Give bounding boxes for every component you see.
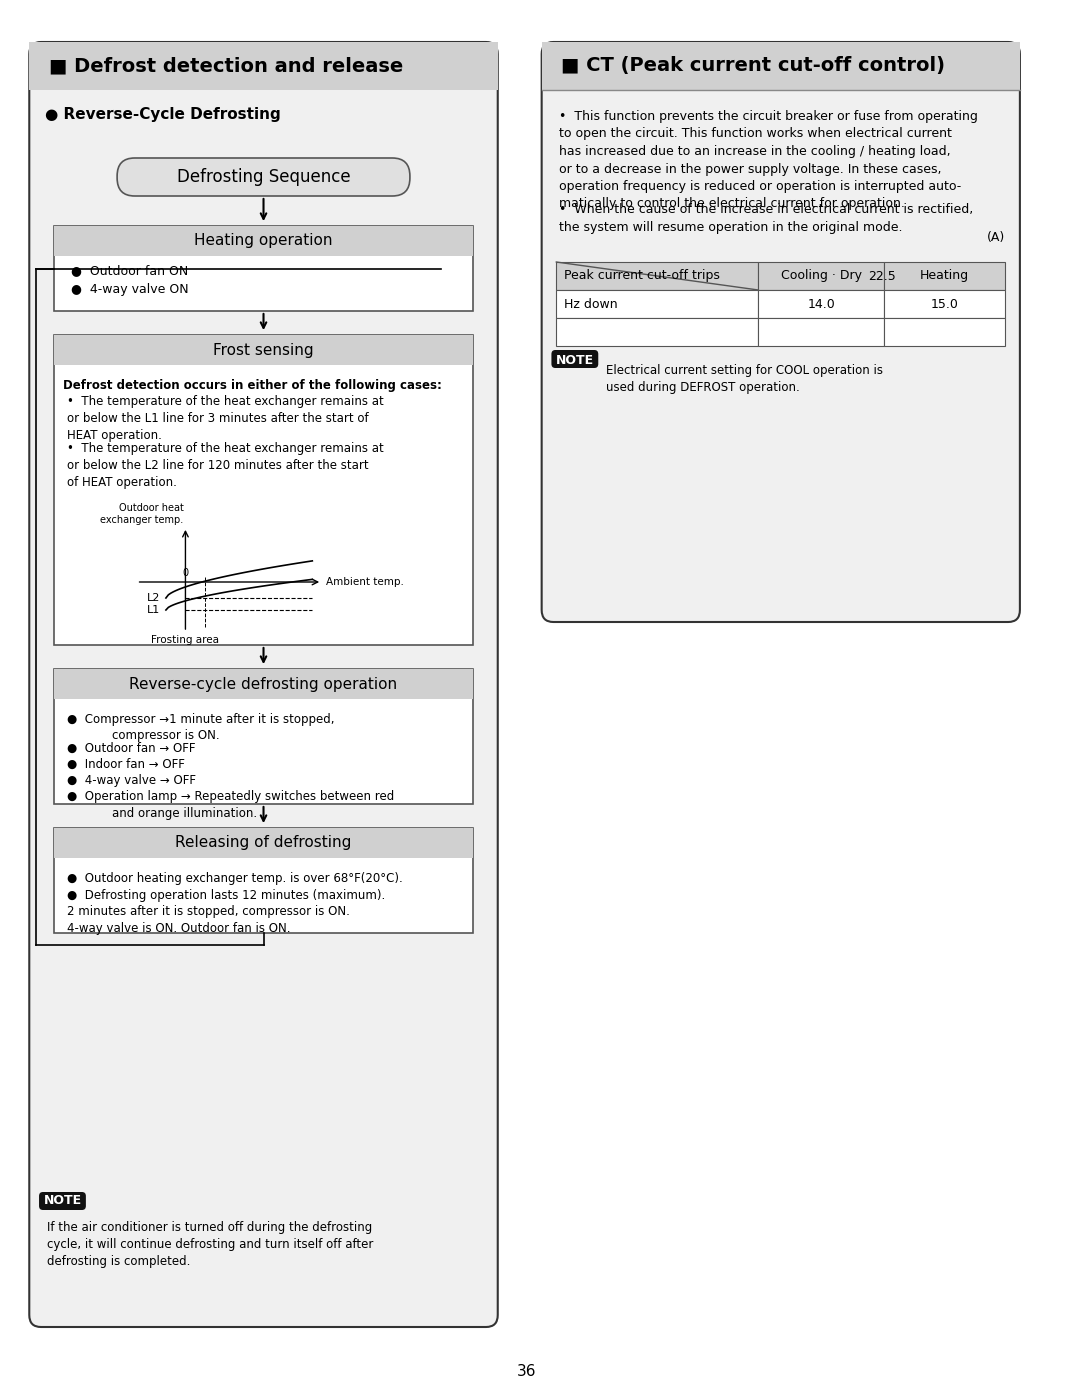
- Text: ●  Operation lamp → Repeatedly switches between red
            and orange illum: ● Operation lamp → Repeatedly switches b…: [67, 789, 394, 820]
- Text: NOTE: NOTE: [556, 353, 594, 366]
- Text: ■ CT (Peak current cut-off control): ■ CT (Peak current cut-off control): [562, 56, 945, 75]
- Text: Frost sensing: Frost sensing: [213, 342, 314, 358]
- Bar: [54, 226, 473, 312]
- Bar: [556, 319, 758, 346]
- Bar: [758, 291, 885, 319]
- Text: Defrosting Sequence: Defrosting Sequence: [177, 168, 350, 186]
- FancyBboxPatch shape: [117, 158, 410, 196]
- Text: ●  Compressor →1 minute after it is stopped,
            compressor is ON.: ● Compressor →1 minute after it is stopp…: [67, 712, 335, 742]
- Text: •  The temperature of the heat exchanger remains at
or below the L1 line for 3 m: • The temperature of the heat exchanger …: [67, 395, 384, 441]
- Text: Defrost detection occurs in either of the following cases:: Defrost detection occurs in either of th…: [64, 379, 443, 393]
- Text: ●  Outdoor fan → OFF: ● Outdoor fan → OFF: [67, 742, 195, 754]
- Bar: [54, 335, 473, 645]
- Text: NOTE: NOTE: [43, 1194, 81, 1207]
- Text: 0: 0: [183, 569, 189, 578]
- Text: Heating operation: Heating operation: [194, 233, 333, 249]
- Bar: [54, 828, 473, 933]
- Text: If the air conditioner is turned off during the defrosting
cycle, it will contin: If the air conditioner is turned off dur…: [46, 1221, 374, 1268]
- Text: ● Reverse-Cycle Defrosting: ● Reverse-Cycle Defrosting: [45, 106, 281, 122]
- FancyBboxPatch shape: [552, 351, 598, 367]
- Bar: [885, 319, 1005, 346]
- Text: 15.0: 15.0: [931, 298, 959, 310]
- Text: Hz down: Hz down: [564, 298, 618, 310]
- Text: ●  Outdoor heating exchanger temp. is over 68°F(20°C).: ● Outdoor heating exchanger temp. is ove…: [67, 872, 403, 886]
- Bar: [556, 263, 758, 291]
- Text: •  The temperature of the heat exchanger remains at
or below the L2 line for 120: • The temperature of the heat exchanger …: [67, 441, 384, 489]
- Text: Electrical current setting for COOL operation is
used during DEFROST operation.: Electrical current setting for COOL oper…: [606, 365, 883, 394]
- Bar: [54, 669, 473, 805]
- Bar: [54, 226, 473, 256]
- Text: Reverse-cycle defrosting operation: Reverse-cycle defrosting operation: [130, 676, 397, 692]
- Text: Frosting area: Frosting area: [151, 636, 219, 645]
- Text: Cooling · Dry: Cooling · Dry: [781, 270, 862, 282]
- Bar: [758, 319, 885, 346]
- Text: 14.0: 14.0: [808, 298, 835, 310]
- Text: ■ Defrost detection and release: ■ Defrost detection and release: [49, 56, 403, 75]
- Bar: [54, 335, 473, 365]
- Text: Outdoor heat
exchanger temp.: Outdoor heat exchanger temp.: [100, 503, 184, 525]
- Text: •  When the cause of the increase in electrical current is rectified,
the system: • When the cause of the increase in elec…: [559, 203, 973, 233]
- Text: •  This function prevents the circuit breaker or fuse from operating
to open the: • This function prevents the circuit bre…: [559, 110, 978, 211]
- Bar: [885, 263, 1005, 291]
- Bar: [54, 669, 473, 698]
- Text: ●  Outdoor fan ON: ● Outdoor fan ON: [71, 264, 189, 278]
- Text: L1: L1: [147, 605, 160, 615]
- Text: ●  4-way valve → OFF: ● 4-way valve → OFF: [67, 774, 197, 787]
- Bar: [885, 291, 1005, 319]
- FancyBboxPatch shape: [29, 42, 498, 1327]
- Bar: [758, 263, 885, 291]
- Text: Ambient temp.: Ambient temp.: [326, 577, 404, 587]
- Bar: [29, 42, 498, 89]
- Text: ●  Defrosting operation lasts 12 minutes (maximum).
2 minutes after it is stoppe: ● Defrosting operation lasts 12 minutes …: [67, 888, 386, 935]
- Bar: [542, 42, 1020, 89]
- Text: (A): (A): [987, 231, 1005, 244]
- Text: Releasing of defrosting: Releasing of defrosting: [175, 835, 352, 851]
- FancyBboxPatch shape: [542, 42, 1020, 622]
- Text: Heating: Heating: [920, 270, 969, 282]
- FancyBboxPatch shape: [39, 1192, 86, 1210]
- Text: ●  4-way valve ON: ● 4-way valve ON: [71, 282, 189, 296]
- Bar: [556, 291, 758, 319]
- Text: ●  Indoor fan → OFF: ● Indoor fan → OFF: [67, 759, 185, 771]
- Text: 36: 36: [517, 1365, 537, 1379]
- Text: 22.5: 22.5: [868, 270, 895, 282]
- Text: Peak current cut-off trips: Peak current cut-off trips: [564, 270, 720, 282]
- Text: L2: L2: [147, 592, 160, 604]
- Bar: [54, 828, 473, 858]
